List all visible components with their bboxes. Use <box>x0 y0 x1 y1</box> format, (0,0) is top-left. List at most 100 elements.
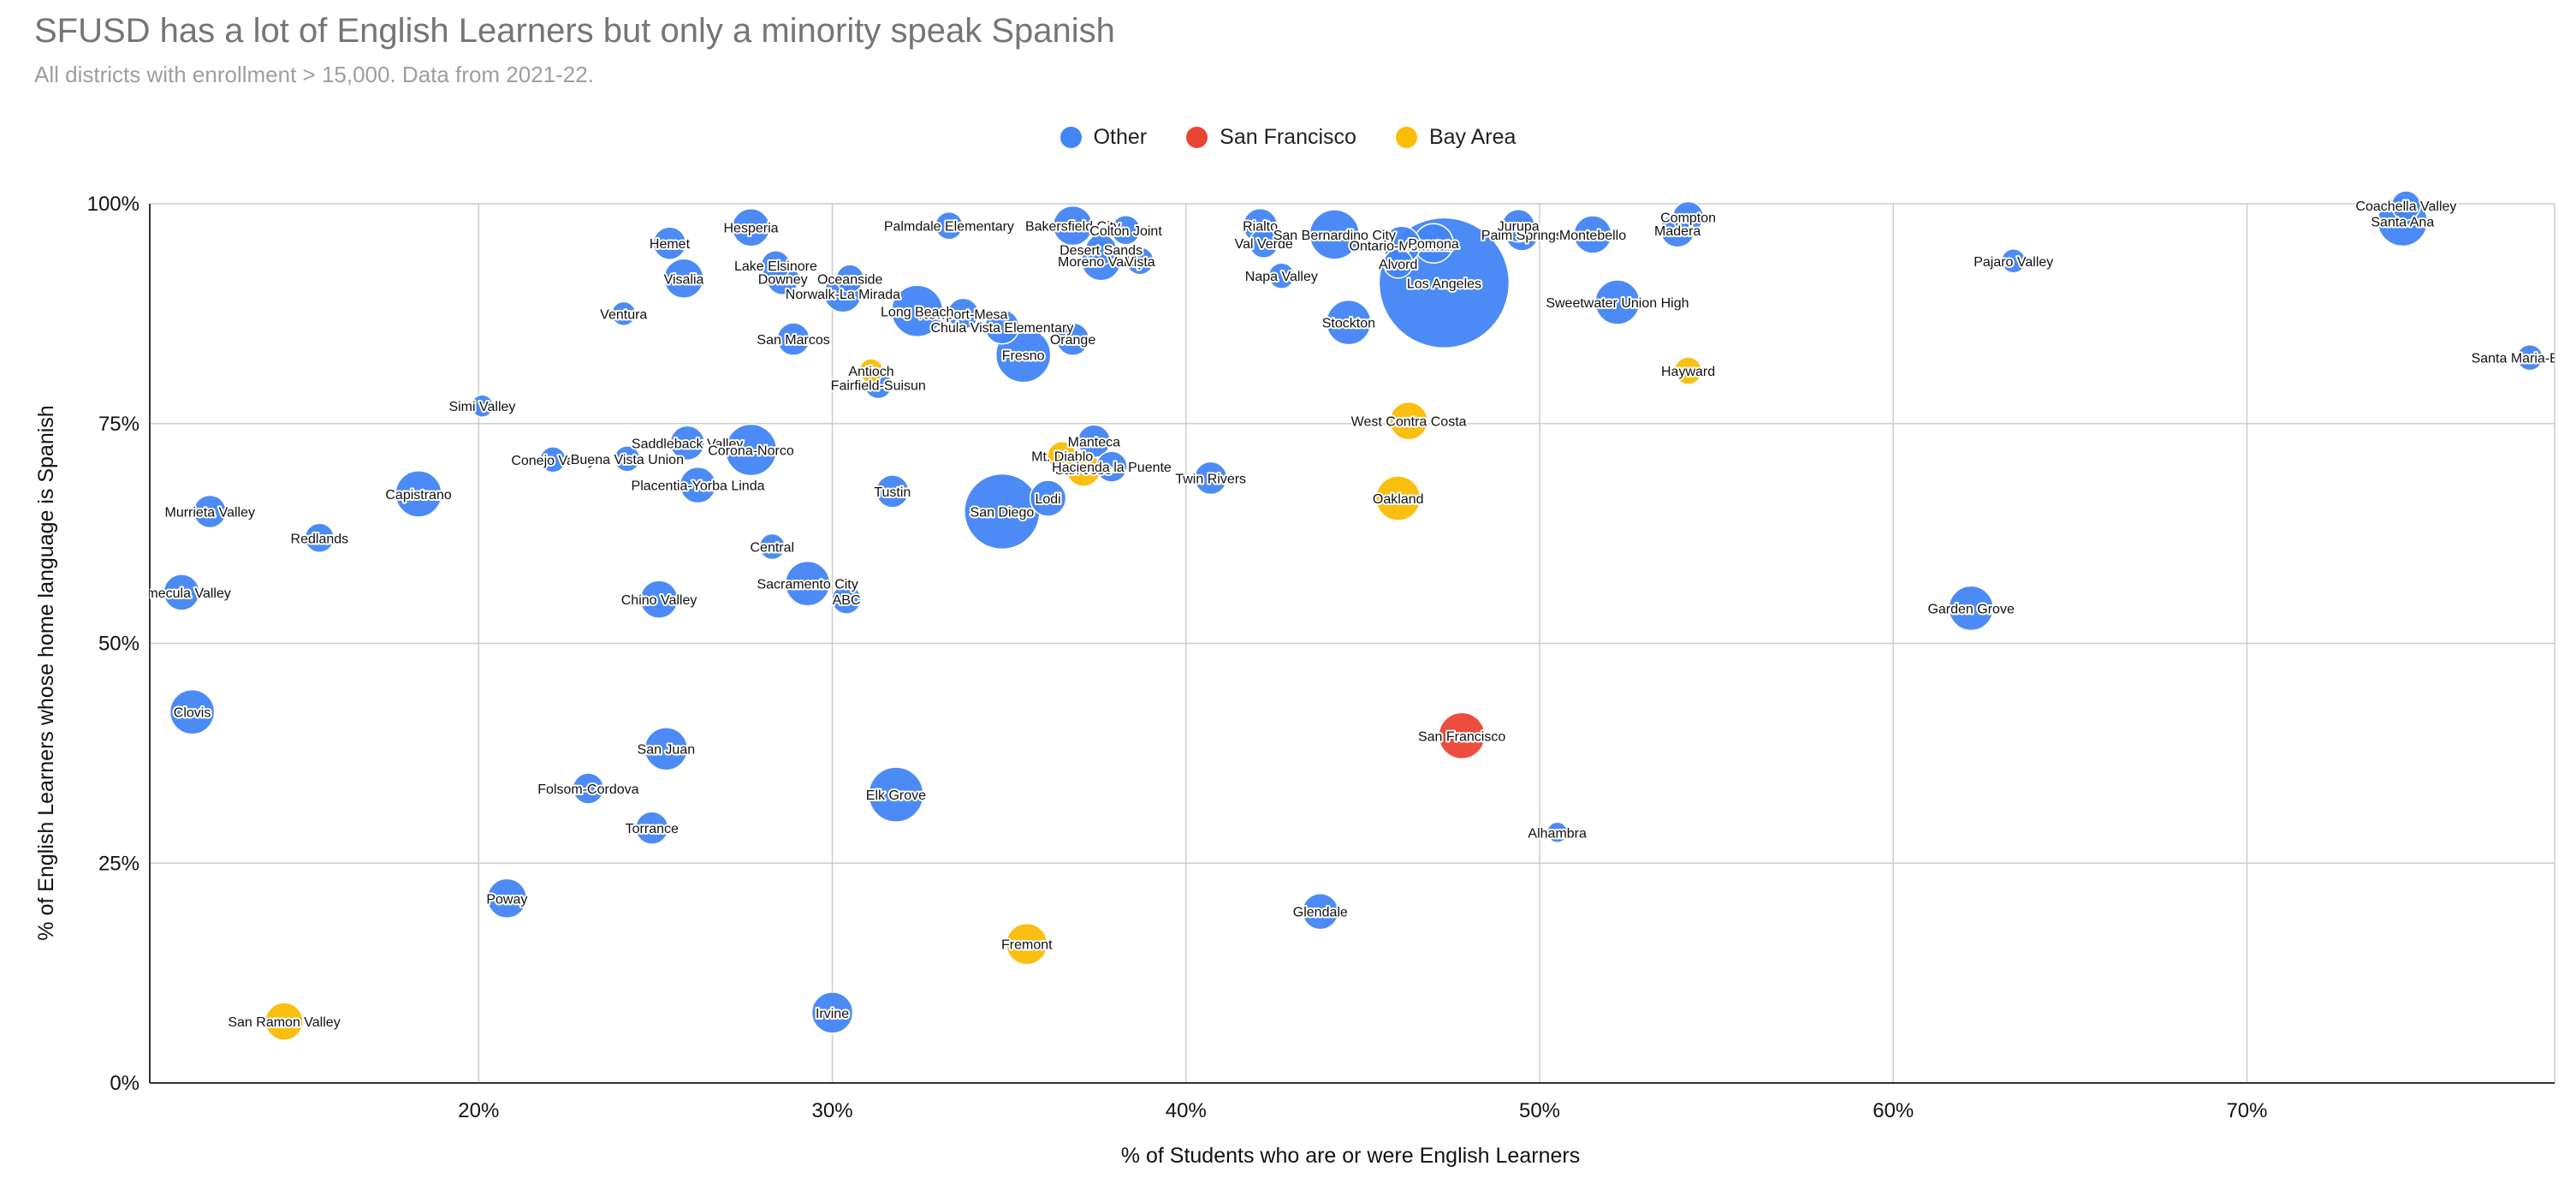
bubble-buena-vista-union[interactable]: Buena Vista Union <box>614 445 641 473</box>
bubble-label-folsom-cordova: Folsom-Cordova <box>537 782 638 797</box>
bubble-garden-grove[interactable]: Garden Grove <box>1948 585 1994 632</box>
bubble-vista[interactable]: Vista <box>1125 247 1154 276</box>
bubble-hacienda-la-puente[interactable]: Hacienda la Puente <box>1095 450 1128 483</box>
bubble-stockton[interactable]: Stockton <box>1326 299 1372 346</box>
bubble-label-newport-mesa: Newport-Mesa <box>918 307 1007 322</box>
bubble-redlands[interactable]: Redlands <box>304 522 335 554</box>
bubble-palmdale-elementary[interactable]: Palmdale Elementary <box>935 211 964 241</box>
bubble-san-bernardino-city[interactable]: San Bernardino City <box>1309 209 1361 260</box>
x-tick-label: 70% <box>2226 1099 2267 1122</box>
legend-item-bay-area[interactable]: Bay Area <box>1395 125 1517 150</box>
y-axis-title: % of English Learners whose home languag… <box>34 405 58 940</box>
bubble-val-verde[interactable]: Val Verde <box>1248 228 1279 259</box>
bubble-capistrano[interactable]: Capistrano <box>395 470 442 518</box>
bubble-temecula-valley[interactable]: Temecula Valley <box>163 574 200 611</box>
bubble-folsom-cordova[interactable]: Folsom-Cordova <box>572 772 605 805</box>
bubble-label-santa-maria-bonita: Santa Maria-Bonita <box>2472 352 2576 366</box>
bubble-poway[interactable]: Poway <box>486 878 528 919</box>
bubble-montebello[interactable]: Montebello <box>1573 215 1612 254</box>
bubble-label-san-francisco: San Francisco <box>1418 729 1505 744</box>
bubble-san-marcos[interactable]: San Marcos <box>776 322 810 356</box>
bubble-label-madera: Madera <box>1654 224 1701 239</box>
bubble-abc[interactable]: ABC <box>831 584 862 615</box>
x-tick-label: 60% <box>1873 1099 1914 1122</box>
bubble-label-rialto: Rialto <box>1243 220 1278 235</box>
legend-label-bay-area: Bay Area <box>1428 125 1517 149</box>
bubble-sacramento-city[interactable]: Sacramento City <box>784 560 831 607</box>
bubble-label-elk-grove: Elk Grove <box>866 788 926 803</box>
bubble-label-san-juan: San Juan <box>638 743 696 758</box>
bubble-label-lodi: Lodi <box>1035 492 1060 507</box>
legend-item-san-francisco[interactable]: San Francisco <box>1186 125 1356 150</box>
bubble-hemet[interactable]: Hemet <box>652 226 687 260</box>
bubble-ventura[interactable]: Ventura <box>610 300 637 327</box>
bubble-label-montebello: Montebello <box>1559 229 1626 243</box>
bubble-torrance[interactable]: Torrance <box>635 811 669 845</box>
bubble-label-garden-grove: Garden Grove <box>1927 602 2014 616</box>
bubble-antioch[interactable]: Antioch <box>858 358 884 384</box>
bubble-label-placentia-yorba-linda: Placentia-Yorba Linda <box>632 479 765 494</box>
bubble-alhambra[interactable]: Alhambra <box>1546 821 1569 844</box>
bubble-san-francisco[interactable]: San Francisco <box>1438 711 1486 760</box>
legend-label-other: Other <box>1093 125 1148 149</box>
bubble-label-capistrano: Capistrano <box>385 488 451 503</box>
bubble-hesperia[interactable]: Hesperia <box>731 207 771 247</box>
bubble-fremont[interactable]: Fremont <box>1006 922 1048 966</box>
bubble-oceanside[interactable]: Oceanside <box>835 264 864 294</box>
bubble-label-norwalk-la-mirada: Norwalk-La Mirada <box>786 288 900 302</box>
bubble-hayward[interactable]: Hayward <box>1673 356 1703 385</box>
bubble-visalia[interactable]: Visalia <box>663 258 704 300</box>
bubble-simi-valley[interactable]: Simi Valley <box>470 394 495 418</box>
bubble-newport-mesa[interactable]: Newport-Mesa <box>947 297 980 330</box>
bubble-label-vista: Vista <box>1125 255 1154 270</box>
bubble-alvord[interactable]: Alvord <box>1382 248 1414 279</box>
bubble-oakland[interactable]: Oakland <box>1374 475 1422 521</box>
bubble-murrieta-valley[interactable]: Murrieta Valley <box>193 494 227 529</box>
bubble-label-san-diego: San Diego <box>970 505 1035 520</box>
bubble-corona-norco[interactable]: Corona-Norco <box>724 423 778 477</box>
bubble-lodi[interactable]: Lodi <box>1029 479 1067 517</box>
bubble-orange[interactable]: Orange <box>1055 322 1090 356</box>
bubble-label-san-bernardino-city: San Bernardino City <box>1273 229 1396 243</box>
bubble-clovis[interactable]: Clovis <box>169 688 216 735</box>
label-layer: Compton Coachella Valley Santa Ana Madera Pa… <box>150 198 2576 1032</box>
bubble-central[interactable]: Central <box>758 532 786 561</box>
bubble-west-contra-costa[interactable]: West Contra Costa <box>1389 401 1428 441</box>
bubble-label-corona-norco: Corona-Norco <box>708 444 794 459</box>
bubble-lake-elsinore[interactable]: Lake Elsinore <box>760 250 792 281</box>
bubble-glendale[interactable]: Glendale <box>1302 892 1339 931</box>
bubble-tustin[interactable]: Tustin <box>875 474 910 509</box>
bubble-jurupa[interactable]: Jurupa <box>1501 208 1535 243</box>
bubble-colton-joint[interactable]: Colton Joint <box>1110 215 1142 246</box>
bubble-coachella-valley[interactable]: Coachella Valley <box>2390 190 2422 221</box>
bubble-santa-maria-bonita[interactable]: Santa Maria-Bonita <box>2516 343 2543 372</box>
bubble-pajaro-valley[interactable]: Pajaro Valley <box>2001 248 2027 274</box>
bubble-mt-diablo[interactable]: Mt. Diablo <box>1047 440 1077 472</box>
bubble-chino-valley[interactable]: Chino Valley <box>639 580 679 619</box>
bubble-sweetwater-union-high[interactable]: Sweetwater Union High <box>1594 279 1641 325</box>
bubble-placentia-yorba-linda[interactable]: Placentia-Yorba Linda <box>679 466 717 504</box>
bubble-saddleback-valley[interactable]: Saddleback Valley <box>669 425 705 461</box>
bubble-bakersfield-city[interactable]: Bakersfield City <box>1052 205 1094 247</box>
bubble-compton[interactable]: Compton <box>1671 200 1705 234</box>
bubble-elk-grove[interactable]: Elk Grove <box>868 766 924 823</box>
bubble-twin-rivers[interactable]: Twin Rivers <box>1193 461 1228 496</box>
bubble-san-juan[interactable]: San Juan <box>644 726 689 771</box>
bubble-conejo-valley[interactable]: Conejo Valley <box>539 446 567 473</box>
bubble-label-sweetwater-union-high: Sweetwater Union High <box>1546 296 1689 311</box>
bubble-label-palm-springs: Palm Springs <box>1481 229 1563 243</box>
bubble-label-hayward: Hayward <box>1661 365 1715 379</box>
bubble-label-desert-sands: Desert Sands <box>1059 243 1143 258</box>
bubble-san-ramon-valley[interactable]: San Ramon Valley <box>264 1002 304 1041</box>
y-tick-label: 100% <box>87 193 139 216</box>
legend-item-other[interactable]: Other <box>1059 125 1148 150</box>
bubble-label-napa-valley: Napa Valley <box>1245 270 1318 284</box>
bubble-napa-valley[interactable]: Napa Valley <box>1267 262 1296 289</box>
bubble-chula-vista-elementary[interactable]: Chula Vista Elementary <box>984 309 1020 345</box>
bubble-long-beach[interactable]: Long Beach <box>890 284 944 338</box>
bubble-irvine[interactable]: Irvine <box>810 991 854 1034</box>
bubble-manteca[interactable]: Manteca <box>1077 424 1112 459</box>
bubble-desert-sands[interactable]: Desert Sands <box>1084 233 1118 266</box>
x-tick-label: 30% <box>812 1099 853 1122</box>
